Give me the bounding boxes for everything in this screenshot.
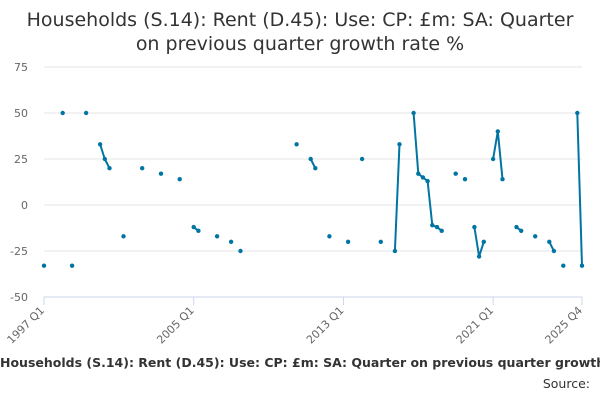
data-point-33 [462,177,468,182]
legend-item-label[interactable]: Households (S.14): Rent (D.45): Use: CP:… [0,355,600,370]
data-point-37 [490,156,496,162]
data-point-47 [579,263,585,268]
data-point-14 [228,239,234,244]
x-tick-label: 2013 Q1 [304,304,347,347]
data-point-20 [345,239,351,244]
x-tick-label: 2025 Q4 [543,304,586,347]
data-point-17 [308,156,313,162]
data-point-30 [434,224,440,230]
data-point-7 [121,234,126,239]
data-point-32 [453,171,458,176]
data-point-12 [196,228,201,233]
data-point-43 [547,239,552,244]
data-point-35 [476,254,482,259]
x-tick-label: 2005 Q1 [154,304,197,347]
y-tick-label: 75 [14,61,28,74]
data-point-44 [551,248,557,254]
data-point-0 [41,263,47,268]
chart-title-line-2: on previous quarter growth rate % [135,33,465,55]
source-label: Source: [542,376,590,391]
data-point-1 [60,110,65,116]
data-point-27 [420,175,426,180]
data-point-11 [191,224,196,230]
chart-title: Households (S.14): Rent (D.45): Use: CP:… [0,8,600,56]
data-point-2 [69,263,75,268]
legend[interactable]: Households (S.14): Rent (D.45): Use: CP:… [0,355,600,375]
data-point-25 [411,110,416,116]
data-point-3 [83,110,89,116]
data-point-41 [519,228,524,233]
series-line-segment-9 [576,112,583,267]
data-point-15 [238,248,243,254]
data-point-24 [397,142,402,147]
data-point-38 [495,129,500,134]
chart-title-line-1: Households (S.14): Rent (D.45): Use: CP:… [26,9,574,31]
data-point-29 [430,223,435,228]
data-point-21 [359,156,365,162]
data-point-26 [416,171,421,176]
data-point-10 [177,177,182,182]
series-line-segment-3 [393,143,401,252]
data-point-4 [97,142,103,147]
data-point-5 [102,156,108,162]
y-tick-label: 25 [14,153,28,166]
series-line-segment-0 [99,143,111,170]
data-point-18 [313,166,318,171]
data-point-6 [107,166,112,171]
y-tick-label: 0 [21,199,28,212]
x-tick-label: 2021 Q1 [454,304,497,347]
data-point-8 [140,166,145,171]
x-tick-label: 1997 Q1 [5,304,48,347]
data-point-28 [425,178,430,184]
y-tick-label: 50 [14,107,28,120]
data-point-40 [514,224,519,230]
data-point-42 [533,234,538,239]
data-point-16 [294,142,299,147]
data-point-31 [439,228,444,233]
data-point-19 [327,234,332,239]
data-point-13 [214,234,220,239]
data-point-46 [575,110,580,116]
data-point-22 [378,239,383,244]
data-point-9 [158,171,164,176]
y-tick-label: -25 [10,245,28,258]
data-point-39 [500,177,505,182]
y-tick-label: -50 [10,291,28,304]
series-line-segment-6 [492,130,504,181]
data-point-23 [392,248,398,254]
data-point-45 [561,263,566,268]
data-point-36 [481,239,486,244]
data-point-34 [472,224,477,230]
